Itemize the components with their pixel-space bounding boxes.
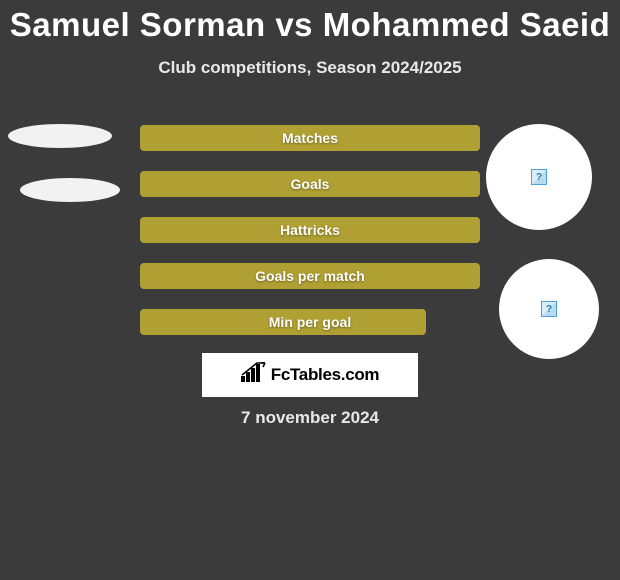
- player-marker-ellipse: [8, 124, 112, 148]
- stat-bar-label: Matches: [140, 125, 480, 151]
- stat-bar-row: Goals per match: [140, 263, 480, 289]
- stat-bar-label: Goals per match: [140, 263, 480, 289]
- player-marker-ellipse: [20, 178, 120, 202]
- stat-bar-row: Min per goal: [140, 309, 480, 335]
- image-placeholder-icon: ?: [531, 169, 547, 185]
- stat-bar-label: Hattricks: [140, 217, 480, 243]
- stat-bar-label: Min per goal: [140, 309, 480, 335]
- image-placeholder-icon: ?: [541, 301, 557, 317]
- chart-icon: [241, 362, 267, 389]
- stats-comparison-card: Samuel Sorman vs Mohammed Saeid Club com…: [0, 0, 620, 580]
- stat-bar-row: Hattricks: [140, 217, 480, 243]
- page-title: Samuel Sorman vs Mohammed Saeid: [0, 0, 620, 44]
- brand-text: FcTables.com: [271, 365, 380, 385]
- stat-bar-row: Goals: [140, 171, 480, 197]
- stat-bar-label: Goals: [140, 171, 480, 197]
- stat-bar-row: Matches: [140, 125, 480, 151]
- player-avatar: ?: [486, 124, 592, 230]
- brand-badge[interactable]: FcTables.com: [202, 353, 418, 397]
- player-avatar: ?: [499, 259, 599, 359]
- stat-bars: Matches Goals Hattricks Goals per match Min …: [140, 125, 480, 355]
- page-subtitle: Club competitions, Season 2024/2025: [0, 58, 620, 78]
- date-label: 7 november 2024: [0, 408, 620, 428]
